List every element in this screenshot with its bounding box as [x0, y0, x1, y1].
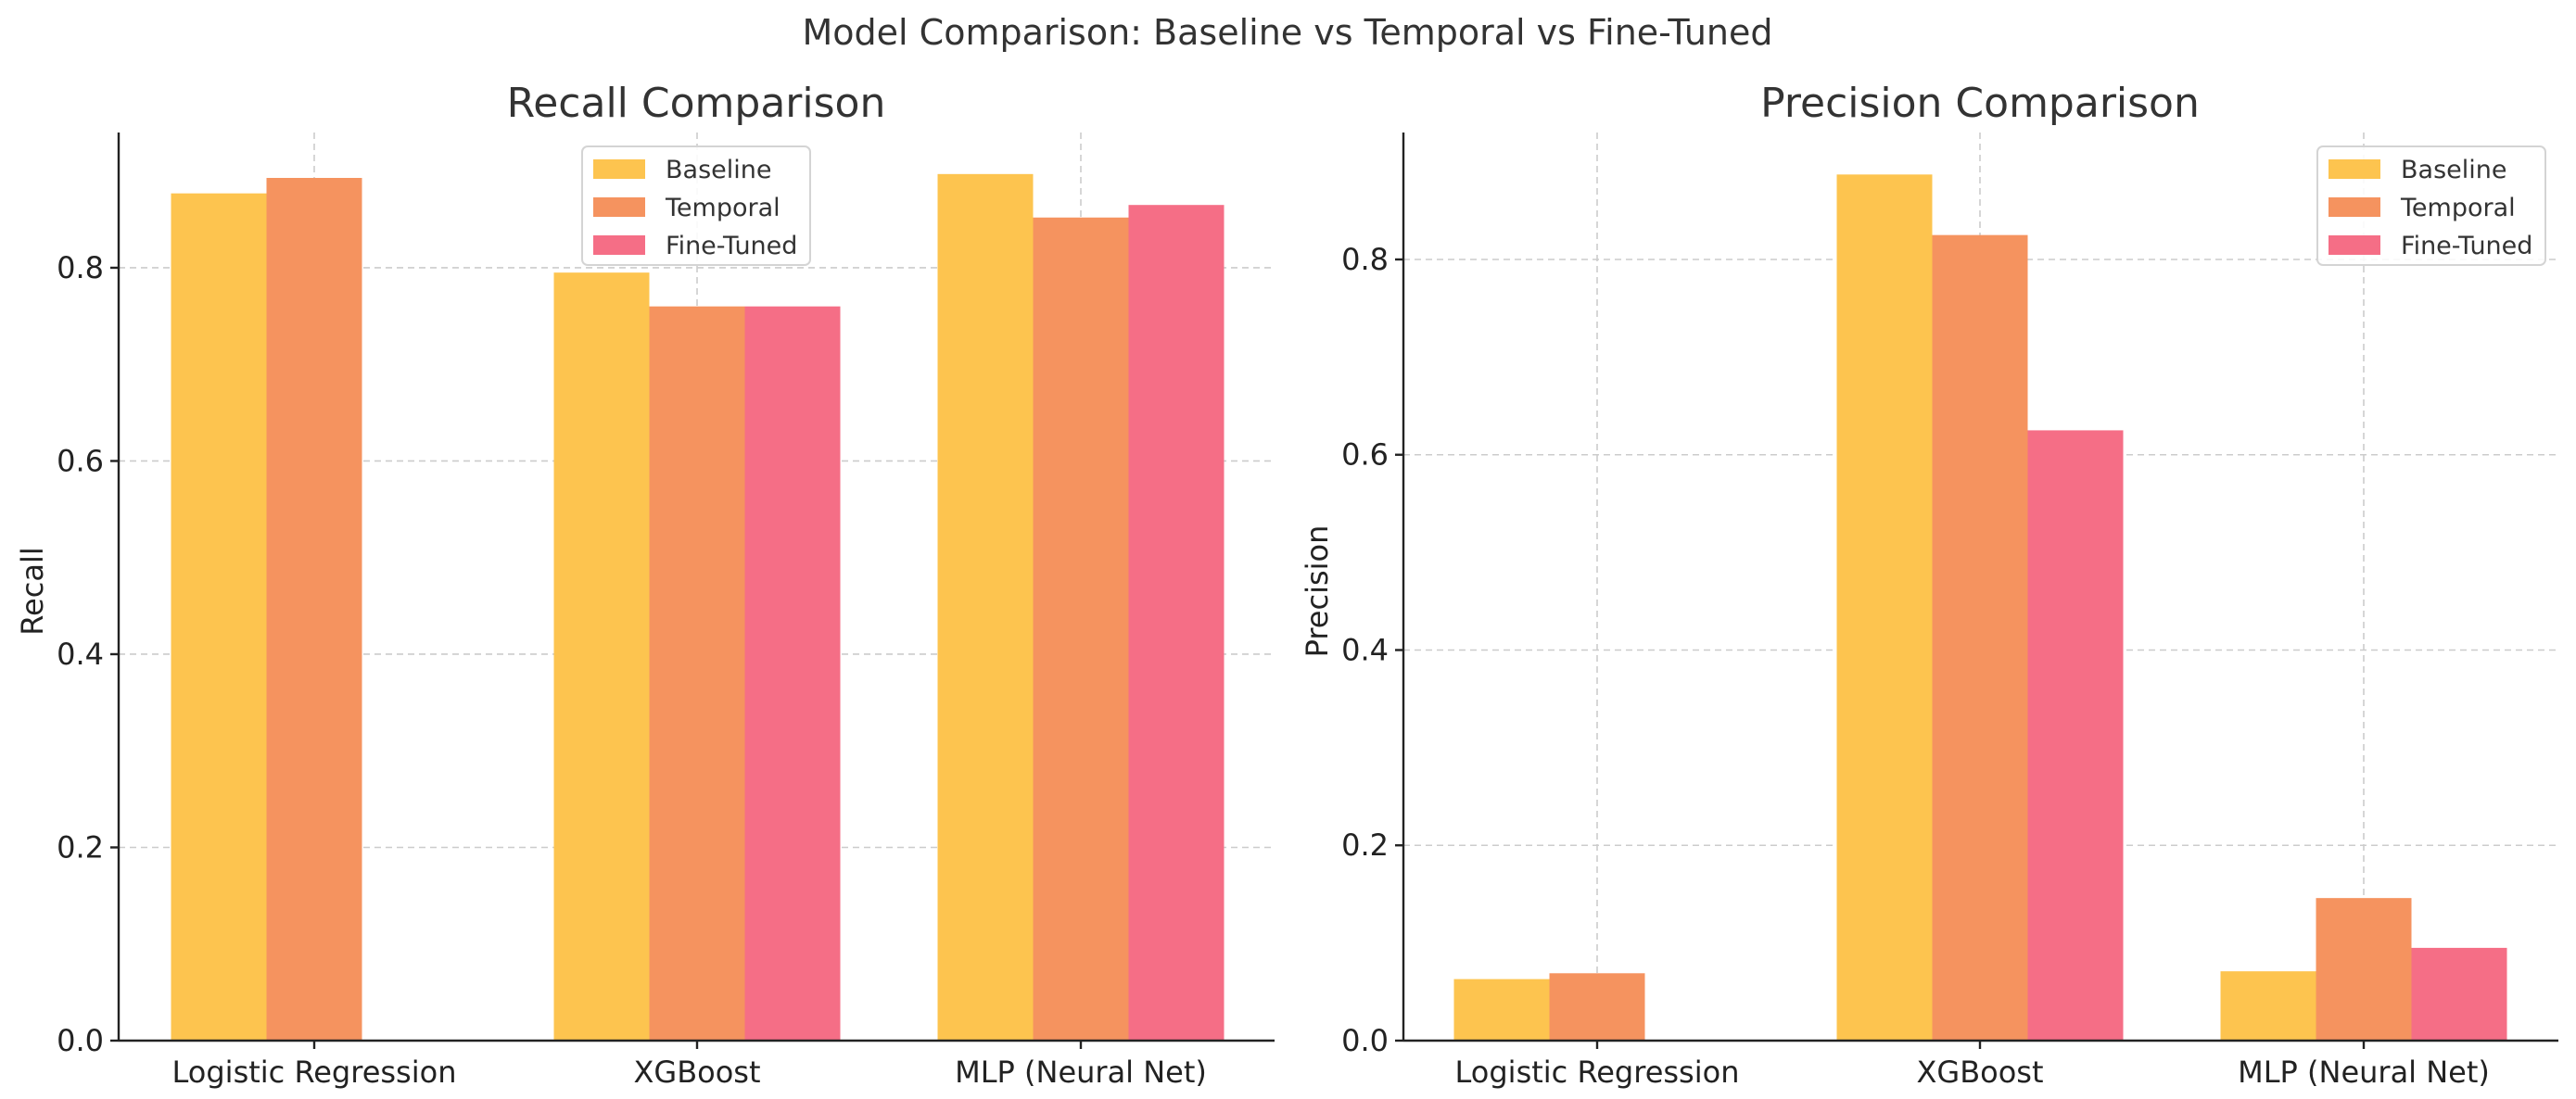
precision-bar-fine-tuned-mlp-neural-net [2411, 947, 2507, 1041]
precision-legend-label-baseline: Baseline [2401, 156, 2506, 184]
precision-bar-temporal-mlp-neural-net [2316, 898, 2412, 1041]
precision-legend-swatch-fine-tuned [2329, 235, 2380, 255]
recall-ytick-label: 0.6 [57, 443, 104, 478]
precision-bar-temporal-xgboost [1932, 234, 2028, 1042]
precision-xtick-label-logistic-regression: Logistic Regression [1455, 1055, 1740, 1090]
recall-ytick-label: 0.4 [57, 637, 104, 672]
precision-ytick-label: 0.6 [1341, 437, 1389, 473]
recall-bar-fine-tuned-xgboost [744, 306, 841, 1042]
recall-bar-baseline-logistic-regression [171, 193, 267, 1041]
precision-bar-baseline-logistic-regression [1453, 979, 1550, 1041]
precision-ytick-label: 0.8 [1341, 242, 1389, 277]
recall-bar-baseline-xgboost [553, 272, 650, 1041]
precision-chart-title: Precision Comparison [1760, 80, 2200, 127]
recall-ytick-label: 0.8 [57, 250, 104, 285]
precision-legend-swatch-temporal [2329, 197, 2380, 217]
precision-bar-baseline-mlp-neural-net [2220, 971, 2316, 1041]
precision-legend-label-temporal: Temporal [2400, 194, 2516, 222]
recall-chart-panel: Recall Comparison Recall 0.0 0.2 0.4 0.6 0.8… [15, 80, 1275, 1090]
precision-y-axis-label: Precision [1300, 525, 1335, 658]
precision-xtick-label-xgboost: XGBoost [1916, 1055, 2043, 1090]
recall-bar-baseline-mlp-neural-net [937, 173, 1034, 1042]
recall-xtick-label-mlp-neural-net: MLP (Neural Net) [955, 1055, 1207, 1090]
precision-tick-labels: 0.0 0.2 0.4 0.6 0.8 Logistic Regression XGBoos… [1341, 242, 2490, 1090]
recall-chart-title: Recall Comparison [507, 80, 886, 127]
recall-legend-swatch-fine-tuned [593, 235, 645, 255]
recall-ytick-label: 0.0 [57, 1023, 104, 1058]
recall-y-axis-label: Recall [15, 547, 50, 635]
recall-legend-label-fine-tuned: Fine-Tuned [666, 232, 797, 260]
recall-legend-label-baseline: Baseline [666, 156, 771, 184]
recall-bar-temporal-logistic-regression [266, 178, 362, 1041]
recall-bar-temporal-mlp-neural-net [1033, 217, 1129, 1041]
precision-legend-swatch-baseline [2329, 159, 2380, 179]
recall-bar-fine-tuned-mlp-neural-net [1128, 205, 1225, 1042]
recall-bar-temporal-xgboost [649, 306, 745, 1042]
precision-bar-fine-tuned-xgboost [2027, 430, 2124, 1042]
recall-xtick-label-xgboost: XGBoost [633, 1055, 760, 1090]
figure-suptitle: Model Comparison: Baseline vs Temporal v… [802, 12, 1772, 53]
precision-axes [1395, 133, 2558, 1049]
precision-ytick-label: 0.0 [1341, 1023, 1389, 1058]
precision-ytick-label: 0.4 [1341, 632, 1389, 667]
precision-legend: Baseline Temporal Fine-Tuned [2316, 145, 2546, 266]
precision-xtick-label-mlp-neural-net: MLP (Neural Net) [2238, 1055, 2490, 1090]
precision-bar-baseline-xgboost [1836, 174, 1933, 1041]
precision-chart-panel: Precision Comparison Precision 0.0 0.2 0.4… [1300, 80, 2558, 1090]
precision-bar-temporal-logistic-regression [1549, 973, 1645, 1041]
precision-ytick-label: 0.2 [1341, 827, 1389, 863]
recall-ytick-label: 0.2 [57, 829, 104, 865]
recall-xtick-label-logistic-regression: Logistic Regression [172, 1055, 457, 1090]
recall-axes [110, 133, 1275, 1049]
recall-legend-label-temporal: Temporal [665, 194, 780, 222]
precision-legend-label-fine-tuned: Fine-Tuned [2401, 232, 2532, 260]
recall-legend: Baseline Temporal Fine-Tuned [581, 145, 811, 266]
recall-tick-labels: 0.0 0.2 0.4 0.6 0.8 Logistic Regression XGBoos… [57, 250, 1207, 1090]
recall-legend-swatch-temporal [593, 197, 645, 217]
precision-bars [1453, 174, 2507, 1042]
recall-legend-swatch-baseline [593, 159, 645, 179]
recall-bars [171, 173, 1225, 1042]
